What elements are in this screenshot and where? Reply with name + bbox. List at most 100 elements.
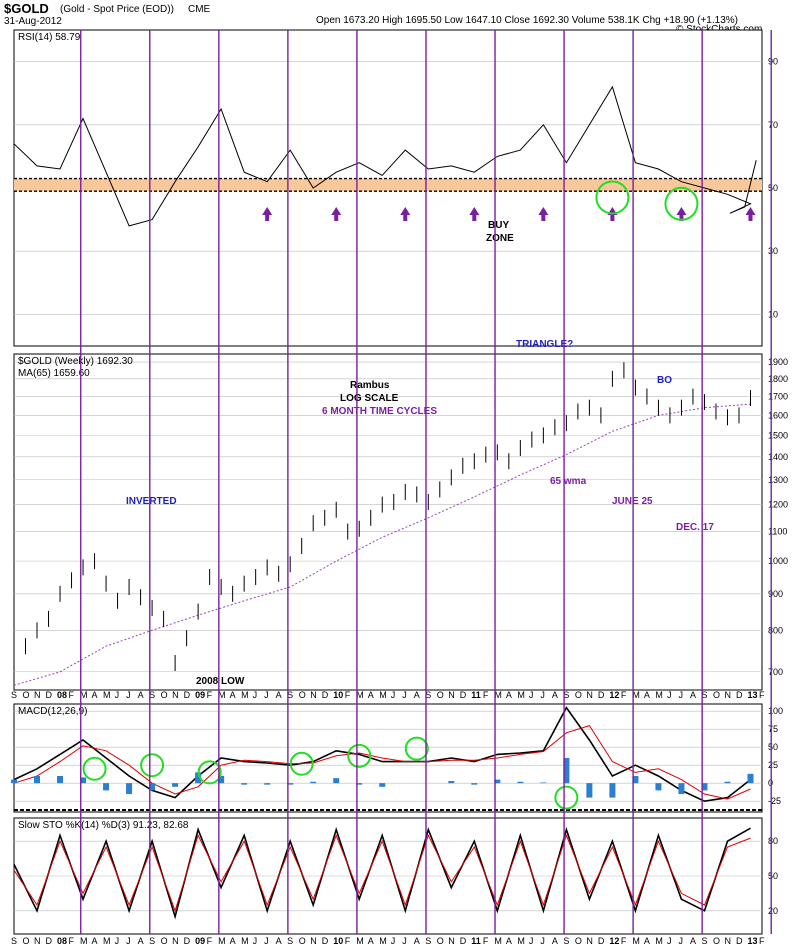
macd-histogram-bar [655, 783, 662, 791]
y-tick-label: 20 [768, 906, 778, 916]
x-tick-label: D [598, 936, 605, 946]
y-tick-label: 900 [768, 589, 783, 599]
x-tick-label: M [655, 936, 663, 946]
x-tick-label: A [690, 936, 696, 946]
y-tick-label: 1700 [768, 392, 788, 402]
buy-zone-band [14, 178, 762, 192]
y-tick-label: 80 [768, 836, 778, 846]
x-tick-label: S [563, 936, 569, 946]
green-circle [595, 180, 630, 215]
ma-label: MA(65) 1659.60 [18, 368, 90, 379]
x-tick-label: F [207, 690, 213, 700]
x-tick-label: N [34, 936, 41, 946]
buy-zone-label: ZONE [486, 233, 514, 244]
x-tick-label: O [299, 936, 306, 946]
x-tick-label: N [724, 690, 731, 700]
green-circle [197, 760, 222, 785]
y-tick-label: 700 [768, 667, 783, 677]
chart-date: 31-Aug-2012 [4, 16, 62, 27]
symbol-title: $GOLD [4, 1, 49, 16]
x-tick-label: M [517, 690, 525, 700]
x-tick-label: 08 [57, 690, 67, 700]
purple-arrow [331, 206, 342, 221]
green-circle [140, 753, 165, 778]
macd-histogram-bar [448, 781, 455, 784]
annotation-label: TRIANGLE? [516, 339, 573, 350]
macd-histogram-bar [103, 783, 110, 791]
x-tick-label: D [460, 690, 467, 700]
macd-histogram-bar [632, 776, 639, 784]
purple-arrow [676, 206, 687, 221]
macd-histogram-bar [287, 783, 294, 785]
exchange-label: CME [188, 4, 211, 15]
macd-histogram-bar [563, 758, 570, 784]
x-tick-label: M [632, 936, 640, 946]
y-tick-label: 75 [768, 724, 778, 734]
x-tick-label: M [379, 690, 387, 700]
x-tick-label: S [701, 936, 707, 946]
macd-histogram-bar [609, 783, 616, 798]
x-tick-label: M [103, 936, 111, 946]
green-circle [554, 785, 579, 810]
y-tick-label: 800 [768, 625, 783, 635]
x-tick-label: J [540, 690, 545, 700]
x-tick-label: F [69, 690, 75, 700]
y-tick-label: 1800 [768, 374, 788, 384]
green-circle [289, 751, 314, 776]
buy-zone-label: BUY [488, 220, 509, 231]
x-tick-label: J [253, 690, 258, 700]
x-tick-label: J [126, 690, 131, 700]
quote-line: Open 1673.20 High 1695.50 Low 1647.10 Cl… [316, 15, 738, 26]
x-tick-label: O [299, 690, 306, 700]
x-tick-label: J [115, 936, 120, 946]
annotation-label: DEC. 17 [676, 522, 714, 533]
macd-histogram-bar [195, 772, 202, 784]
macd-histogram-bar [34, 776, 41, 784]
x-tick-label: S [287, 690, 293, 700]
x-tick-label: S [287, 936, 293, 946]
x-tick-label: F [345, 690, 351, 700]
x-tick-label: A [230, 690, 236, 700]
x-tick-label: 13 [747, 936, 757, 946]
x-tick-label: J [391, 936, 396, 946]
x-tick-label: N [586, 936, 593, 946]
x-tick-label: A [690, 690, 696, 700]
y-tick-label: 90 [768, 57, 778, 67]
macd-histogram-bar [149, 783, 156, 791]
x-tick-label: O [575, 690, 582, 700]
y-tick-label: 30 [768, 246, 778, 256]
x-tick-label: O [575, 936, 582, 946]
macd-histogram-bar [333, 778, 340, 784]
x-tick-label: N [172, 936, 179, 946]
ma65-line [13, 403, 751, 686]
y-tick-label: 1200 [768, 500, 788, 510]
y-tick-label: 1900 [768, 357, 788, 367]
x-tick-label: M [356, 690, 364, 700]
x-tick-label: A [138, 936, 144, 946]
macd-histogram-bar [172, 783, 179, 787]
x-tick-label: N [34, 690, 41, 700]
x-tick-label: S [149, 690, 155, 700]
x-tick-label: S [149, 936, 155, 946]
x-tick-label: J [126, 936, 131, 946]
x-tick-label: O [161, 936, 168, 946]
x-tick-label: J [667, 936, 672, 946]
panel-frame [13, 353, 763, 691]
x-tick-label: N [448, 690, 455, 700]
x-tick-label: 12 [609, 690, 619, 700]
x-tick-label: J [264, 690, 269, 700]
x-tick-label: M [103, 690, 111, 700]
y-tick-label: -25 [768, 796, 781, 806]
x-tick-label: A [644, 690, 650, 700]
x-tick-label: D [184, 936, 191, 946]
x-tick-label: 08 [57, 936, 67, 946]
macd-histogram-bar [540, 782, 547, 784]
x-tick-label: A [552, 690, 558, 700]
x-tick-label: 10 [333, 936, 343, 946]
x-tick-label: M [80, 690, 88, 700]
macd-histogram-bar [747, 773, 754, 784]
x-tick-label: J [264, 936, 269, 946]
macd-histogram-bar [701, 783, 708, 791]
x-tick-label: J [253, 936, 258, 946]
x-tick-label: M [379, 936, 387, 946]
